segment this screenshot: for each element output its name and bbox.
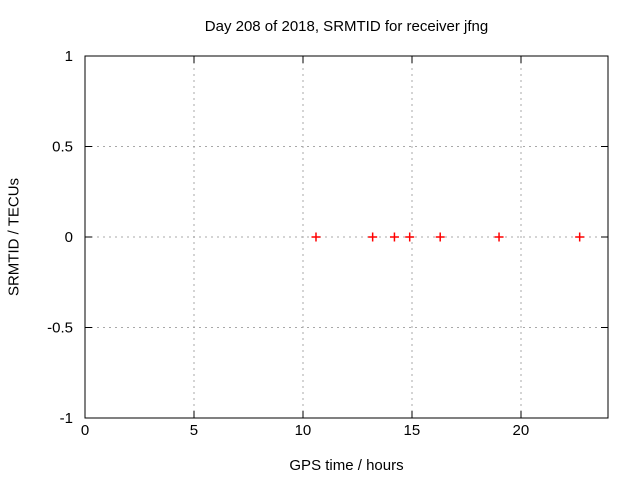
x-tick-label: 5 — [190, 422, 198, 439]
x-tick-label: 10 — [295, 422, 312, 439]
y-tick-label: 0.5 — [52, 139, 73, 156]
y-tick-label: 1 — [65, 48, 73, 65]
y-tick-label: -1 — [60, 410, 73, 427]
y-tick-label: 0 — [65, 229, 73, 246]
x-tick-label: 0 — [81, 422, 89, 439]
x-tick-label: 15 — [404, 422, 421, 439]
chart-title: Day 208 of 2018, SRMTID for receiver jfn… — [204, 18, 489, 35]
x-axis-title: GPS time / hours — [289, 457, 404, 474]
x-tick-label: 20 — [512, 422, 529, 439]
y-tick-label: -0.5 — [47, 320, 73, 337]
